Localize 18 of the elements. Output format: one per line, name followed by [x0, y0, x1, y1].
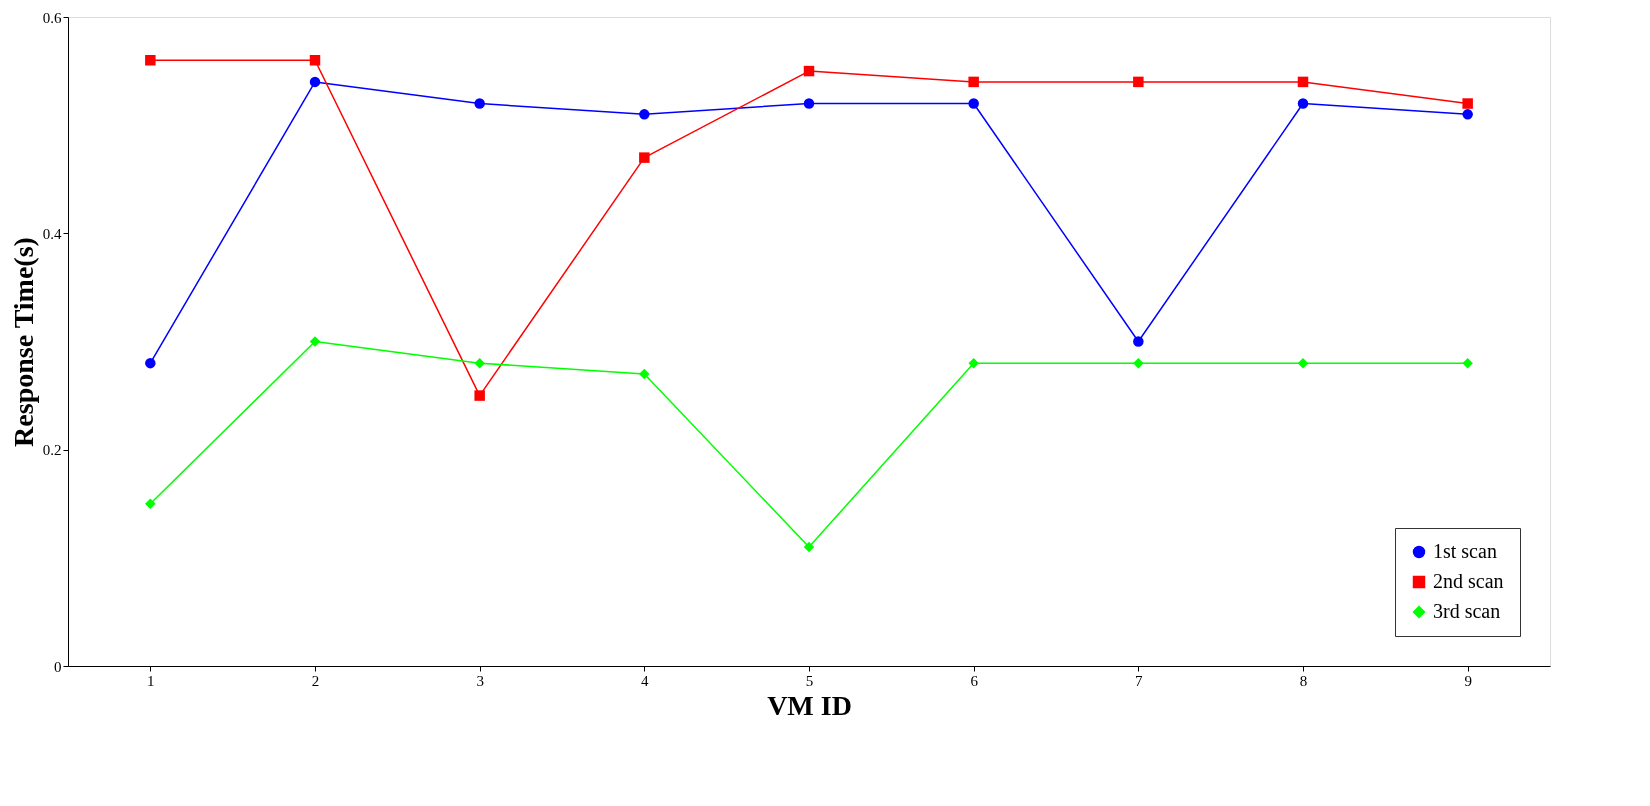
- x-tick-label: 2: [311, 672, 320, 689]
- y-tick-label: 0.2: [42, 442, 62, 459]
- x-tick-label: 4: [641, 672, 650, 689]
- y-axis-title: Response Time(s): [7, 237, 39, 447]
- x-tick-label: 8: [1299, 672, 1308, 689]
- legend-label: 1st scan: [1433, 540, 1497, 562]
- x-tick-label: 5: [805, 672, 814, 689]
- x-tick-label: 1: [147, 672, 155, 689]
- x-tick-label: 7: [1135, 672, 1144, 689]
- x-tick-label: 3: [476, 672, 484, 689]
- legend-label: 2nd scan: [1433, 570, 1504, 592]
- legend-label: 3rd scan: [1433, 600, 1501, 622]
- y-tick-label: 0.4: [42, 225, 62, 242]
- y-tick-label: 0: [54, 658, 62, 675]
- y-tick-label: 0.6: [42, 9, 62, 26]
- x-tick-label: 6: [970, 672, 979, 689]
- x-tick-label: 9: [1464, 672, 1472, 689]
- x-axis-title: VM ID: [767, 689, 852, 721]
